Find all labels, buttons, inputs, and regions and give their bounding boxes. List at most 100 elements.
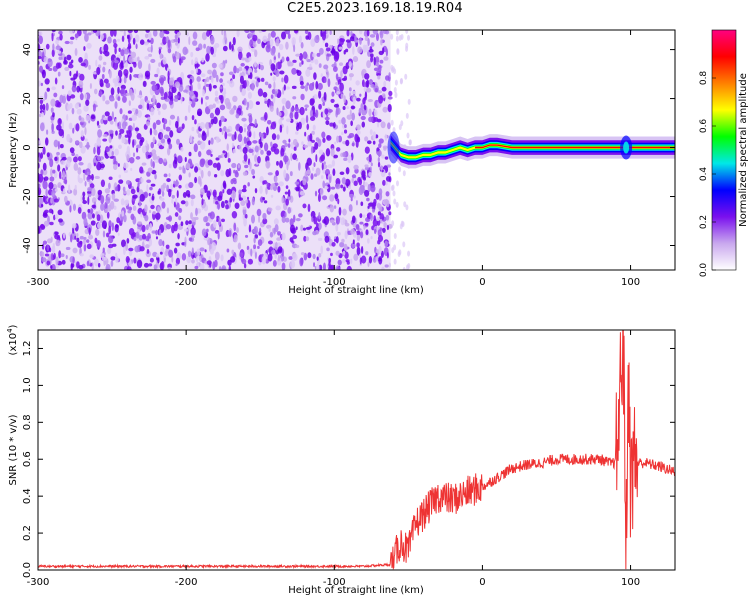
noise-speckle: [100, 33, 104, 41]
noise-speckle: [58, 128, 64, 137]
noise-speckle: [50, 107, 54, 113]
y-tick-label: 1.0: [22, 377, 33, 393]
noise-speckle: [233, 169, 236, 174]
noise-speckle: [356, 130, 361, 135]
noise-speckle: [325, 120, 330, 126]
noise-speckle: [200, 97, 203, 105]
noise-speckle: [72, 247, 78, 254]
noise-speckle: [300, 117, 306, 125]
noise-speckle: [124, 200, 129, 207]
y-tick-label: 20: [22, 92, 33, 105]
noise-speckle: [355, 200, 358, 206]
noise-speckle: [370, 185, 376, 193]
noise-speckle: [359, 221, 364, 225]
noise-speckle: [354, 35, 357, 42]
noise-speckle: [330, 147, 335, 157]
noise-speckle: [84, 180, 87, 187]
snr-x-axis-label: Height of straight line (km): [288, 585, 424, 596]
noise-speckle: [110, 256, 116, 261]
noise-speckle: [69, 102, 73, 109]
noise-speckle: [330, 186, 336, 190]
noise-speckle: [84, 169, 87, 175]
noise-speckle: [143, 191, 149, 199]
noise-speckle: [185, 189, 191, 197]
noise-speckle: [88, 234, 94, 240]
noise-speckle: [348, 87, 352, 92]
noise-speckle: [113, 30, 117, 37]
noise-speckle: [238, 144, 241, 150]
noise-speckle: [242, 146, 248, 154]
noise-speckle: [326, 53, 332, 57]
noise-speckle: [381, 154, 385, 159]
noise-speckle: [98, 91, 102, 97]
noise-speckle: [149, 127, 153, 136]
noise-speckle: [252, 175, 256, 179]
noise-speckle: [295, 226, 298, 231]
noise-speckle: [188, 237, 193, 242]
noise-speckle: [56, 101, 62, 108]
noise-speckle: [314, 35, 320, 44]
noise-speckle: [373, 67, 380, 72]
noise-speckle: [115, 130, 118, 136]
noise-speckle: [269, 105, 274, 112]
noise-speckle: [79, 235, 84, 240]
noise-speckle: [87, 190, 92, 194]
noise-speckle: [367, 37, 370, 47]
noise-speckle: [388, 72, 391, 78]
noise-speckle: [174, 120, 179, 129]
noise-speckle: [312, 81, 315, 87]
noise-speckle: [51, 49, 55, 58]
noise-speckle: [50, 252, 54, 261]
x-tick-label: -100: [323, 577, 346, 588]
noise-speckle: [294, 111, 299, 120]
noise-speckle: [266, 150, 272, 156]
noise-speckle: [358, 107, 362, 114]
noise-speckle: [163, 173, 168, 178]
noise-speckle: [378, 95, 384, 104]
noise-speckle: [140, 212, 143, 218]
noise-speckle: [380, 165, 383, 171]
noise-speckle: [281, 262, 286, 270]
noise-speckle: [169, 130, 174, 138]
noise-speckle: [366, 156, 370, 161]
snr-y-ticks: 0.00.20.40.60.81.01.2: [22, 341, 675, 578]
noise-speckle: [272, 143, 278, 149]
noise-speckle: [385, 214, 390, 221]
noise-speckle: [337, 198, 340, 205]
noise-speckle: [58, 250, 62, 259]
noise-speckle: [257, 88, 264, 97]
signal-start-blotch: [387, 131, 400, 164]
noise-speckle: [255, 80, 259, 88]
noise-speckle: [104, 111, 110, 117]
noise-speckle: [105, 82, 111, 89]
noise-speckle: [112, 38, 117, 45]
noise-speckle: [74, 33, 79, 39]
noise-speckle: [77, 206, 82, 214]
noise-speckle: [257, 38, 261, 45]
noise-speckle: [362, 214, 366, 218]
noise-speckle: [114, 46, 117, 55]
noise-speckle: [200, 73, 206, 78]
noise-speckle: [142, 233, 147, 240]
noise-speckle: [267, 172, 273, 176]
noise-speckle: [218, 265, 222, 270]
noise-speckle: [278, 181, 284, 187]
noise-speckle: [344, 178, 351, 187]
noise-speckle: [190, 199, 194, 207]
noise-speckle: [360, 255, 367, 264]
noise-speckle: [171, 224, 175, 234]
x-tick-label: 0: [479, 277, 485, 288]
noise-speckle: [159, 30, 165, 39]
noise-speckle: [201, 228, 207, 237]
noise-speckle: [293, 30, 299, 34]
noise-speckle: [61, 121, 64, 130]
noise-speckle: [277, 231, 281, 236]
noise-speckle: [66, 54, 72, 61]
noise-speckle: [127, 209, 132, 214]
noise-speckle: [351, 90, 356, 95]
noise-speckle: [292, 59, 297, 63]
noise-speckle: [194, 176, 198, 184]
noise-speckle: [80, 145, 86, 154]
noise-speckle: [285, 198, 289, 206]
noise-speckle: [107, 36, 112, 44]
